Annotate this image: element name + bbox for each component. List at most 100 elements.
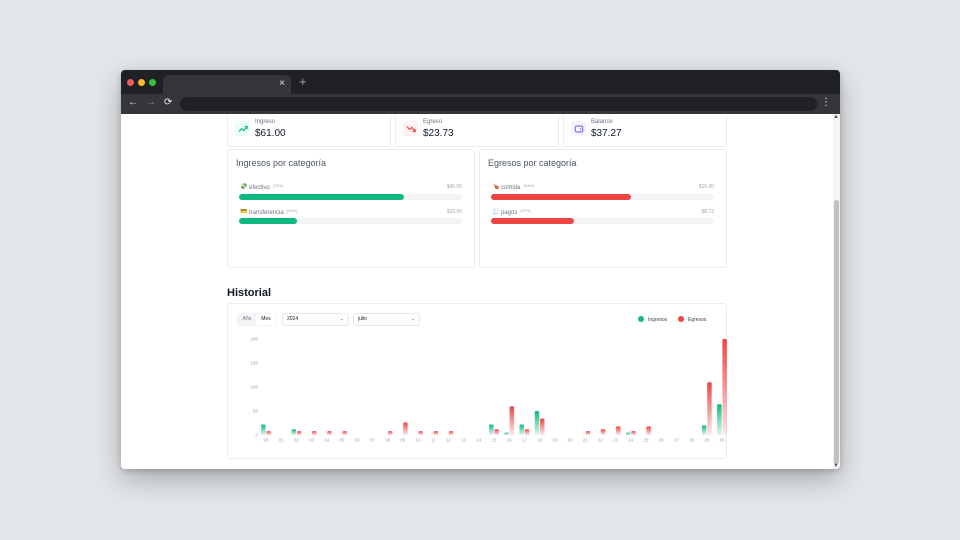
egresos-bar [327, 431, 332, 435]
category-label: transferencia (26%) [249, 208, 298, 216]
expense-label: Egreso [423, 119, 443, 125]
ingresos-bar [291, 429, 296, 435]
balance-value: $37.27 [591, 128, 622, 139]
scroll-up-arrow-icon[interactable]: ▲ [833, 114, 839, 120]
egresos-bar [616, 426, 621, 435]
ingresos-bar [625, 432, 631, 435]
y-tick-label: 100 [250, 385, 258, 390]
maximize-window-button[interactable] [149, 79, 156, 86]
egresos-bar [448, 431, 454, 435]
back-icon[interactable]: ← [128, 97, 138, 108]
expense-value: $23.73 [423, 128, 454, 139]
ingresos-bar [261, 424, 266, 435]
progress-fill [491, 194, 632, 200]
x-tick-label: 30 [719, 438, 725, 443]
egresos-bar [312, 431, 317, 435]
category-percent: (37%) [520, 208, 532, 213]
minimize-window-button[interactable] [138, 79, 145, 86]
egresos-bar [646, 426, 651, 435]
egresos-bar [524, 429, 530, 435]
browser-window: × + ← → ⟳ ⋮ Ingreso $61.00 Egreso $23.73 [121, 70, 840, 469]
trending-down-icon [403, 121, 418, 136]
month-select-value: julio [358, 316, 367, 322]
reload-icon[interactable]: ⟳ [164, 97, 173, 108]
category-progress-bar [239, 194, 462, 200]
year-select-value: 2024 [287, 316, 299, 322]
toggle-year-button[interactable]: Año [242, 316, 252, 322]
income-label: Ingreso [255, 119, 276, 125]
browser-titlebar: × + [121, 70, 840, 94]
ingresos-bar [504, 432, 509, 435]
x-tick-label: 01 [279, 438, 285, 443]
balance-label: Balance [591, 119, 613, 125]
x-tick-label: 07 [370, 438, 376, 443]
scroll-down-arrow-icon[interactable]: ▼ [833, 463, 839, 469]
category-percent: (26%) [286, 208, 298, 213]
x-tick-label: 04 [324, 438, 330, 443]
x-tick-label: 26 [659, 438, 665, 443]
period-toggle: Año Mes [237, 313, 277, 326]
tab-close-icon[interactable]: × [279, 78, 285, 89]
browser-tab[interactable]: × [163, 75, 291, 94]
x-tick-label: 12 [446, 438, 452, 443]
card-icon: 💳 [240, 209, 248, 215]
close-window-button[interactable] [127, 79, 134, 86]
egresos-bar [585, 431, 591, 435]
x-tick-label: 08 [385, 438, 391, 443]
year-select[interactable]: 2024 ⌄ [282, 313, 349, 326]
toggle-month-button[interactable]: Mes [256, 314, 276, 325]
browser-menu-icon[interactable]: ⋮ [821, 97, 831, 108]
egresos-bar [722, 339, 727, 435]
income-summary-card: Ingreso $61.00 [227, 114, 391, 147]
month-select[interactable]: julio ⌄ [353, 313, 420, 326]
category-progress-bar [491, 218, 714, 224]
cash-icon: 💸 [240, 184, 248, 190]
legend-egresos-dot [678, 316, 684, 322]
legend-egresos: Egresos [678, 316, 706, 324]
balance-summary-card: Balance $37.27 [563, 114, 727, 147]
income-category-title: Ingresos por categoría [236, 158, 327, 168]
forward-icon[interactable]: → [146, 97, 156, 108]
expense-category-title: Egresos por categoría [488, 158, 577, 168]
scrollbar-thumb[interactable] [834, 200, 839, 464]
x-tick-label: 24 [628, 438, 634, 443]
chevron-down-icon: ⌄ [410, 316, 415, 322]
ingresos-bar [701, 425, 707, 435]
y-tick-label: 150 [250, 361, 258, 366]
egresos-bar [494, 429, 499, 435]
x-tick-label: 05 [339, 438, 345, 443]
x-tick-label: 18 [537, 438, 543, 443]
progress-fill [491, 218, 574, 224]
page-viewport: Ingreso $61.00 Egreso $23.73 Balance $37… [121, 114, 840, 469]
historial-chart-card: Año Mes 2024 ⌄ julio ⌄ Ingresos Egresos [227, 303, 727, 459]
category-progress-bar [239, 218, 462, 224]
ingresos-bar [534, 411, 540, 435]
progress-fill [239, 194, 405, 200]
category-amount: $15.00 [698, 184, 714, 190]
historial-bar-chart: 0 50 100 150 200 00 01 02 03 04 05 06 07 08 09 10 11 12 13… [250, 337, 727, 443]
x-tick-label: 13 [461, 438, 467, 443]
category-amount: $8.73 [701, 209, 714, 215]
x-tick-label: 22 [598, 438, 604, 443]
historial-title: Historial [227, 287, 272, 299]
egresos-bar [707, 382, 712, 435]
category-percent: (74%) [272, 183, 284, 188]
legend-ingresos-dot [638, 316, 644, 322]
egresos-bar [342, 431, 347, 435]
egresos-bar [296, 431, 302, 435]
category-label: comida (63%) [501, 183, 535, 191]
x-tick-label: 17 [522, 438, 528, 443]
chevron-down-icon: ⌄ [339, 316, 344, 322]
category-label: efectivo (74%) [249, 183, 284, 191]
x-tick-label: 16 [507, 438, 513, 443]
address-bar[interactable] [180, 97, 817, 111]
new-tab-button[interactable]: + [299, 74, 307, 89]
egresos-bar [433, 431, 439, 435]
category-progress-bar [491, 194, 714, 200]
browser-toolbar: ← → ⟳ ⋮ [121, 94, 840, 114]
expense-summary-card: Egreso $23.73 [395, 114, 559, 147]
page-scrollbar[interactable]: ▲ ▼ [833, 114, 840, 469]
y-tick-label: 0 [255, 433, 258, 438]
income-by-category-card: Ingresos por categoría 💸 efectivo (74%) $… [227, 149, 475, 268]
category-amount: $45.05 [446, 184, 462, 190]
